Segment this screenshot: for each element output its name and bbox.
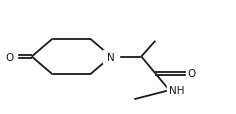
Polygon shape: [186, 67, 200, 80]
Text: N: N: [107, 52, 115, 62]
Polygon shape: [4, 50, 17, 64]
Text: O: O: [5, 52, 14, 62]
Text: NH: NH: [169, 85, 184, 95]
Polygon shape: [103, 51, 119, 63]
Polygon shape: [167, 84, 186, 97]
Text: O: O: [187, 69, 196, 79]
